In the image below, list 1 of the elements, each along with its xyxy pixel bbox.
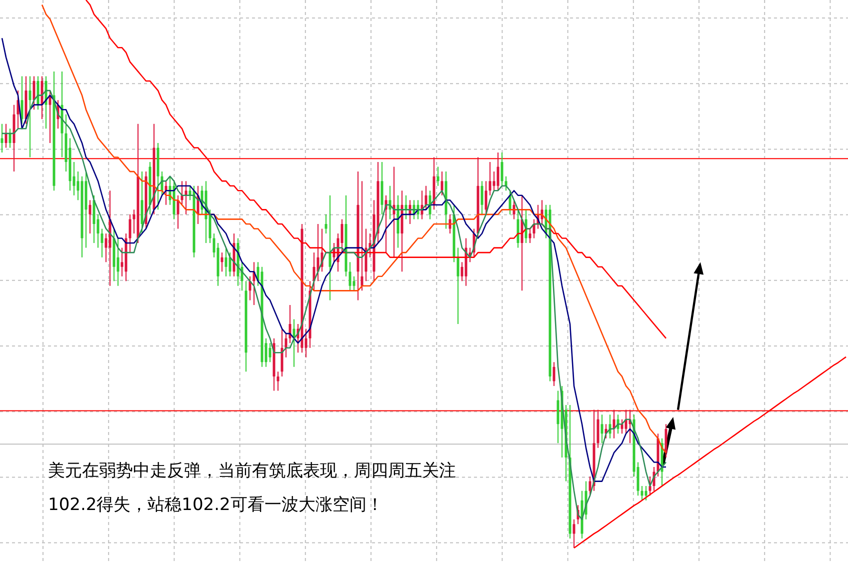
annotation: 美元在弱势中走反弹，当前有筑底表现，周四周五关注102.2得失，站稳102.2可看一波大涨空间！ — [48, 460, 457, 517]
